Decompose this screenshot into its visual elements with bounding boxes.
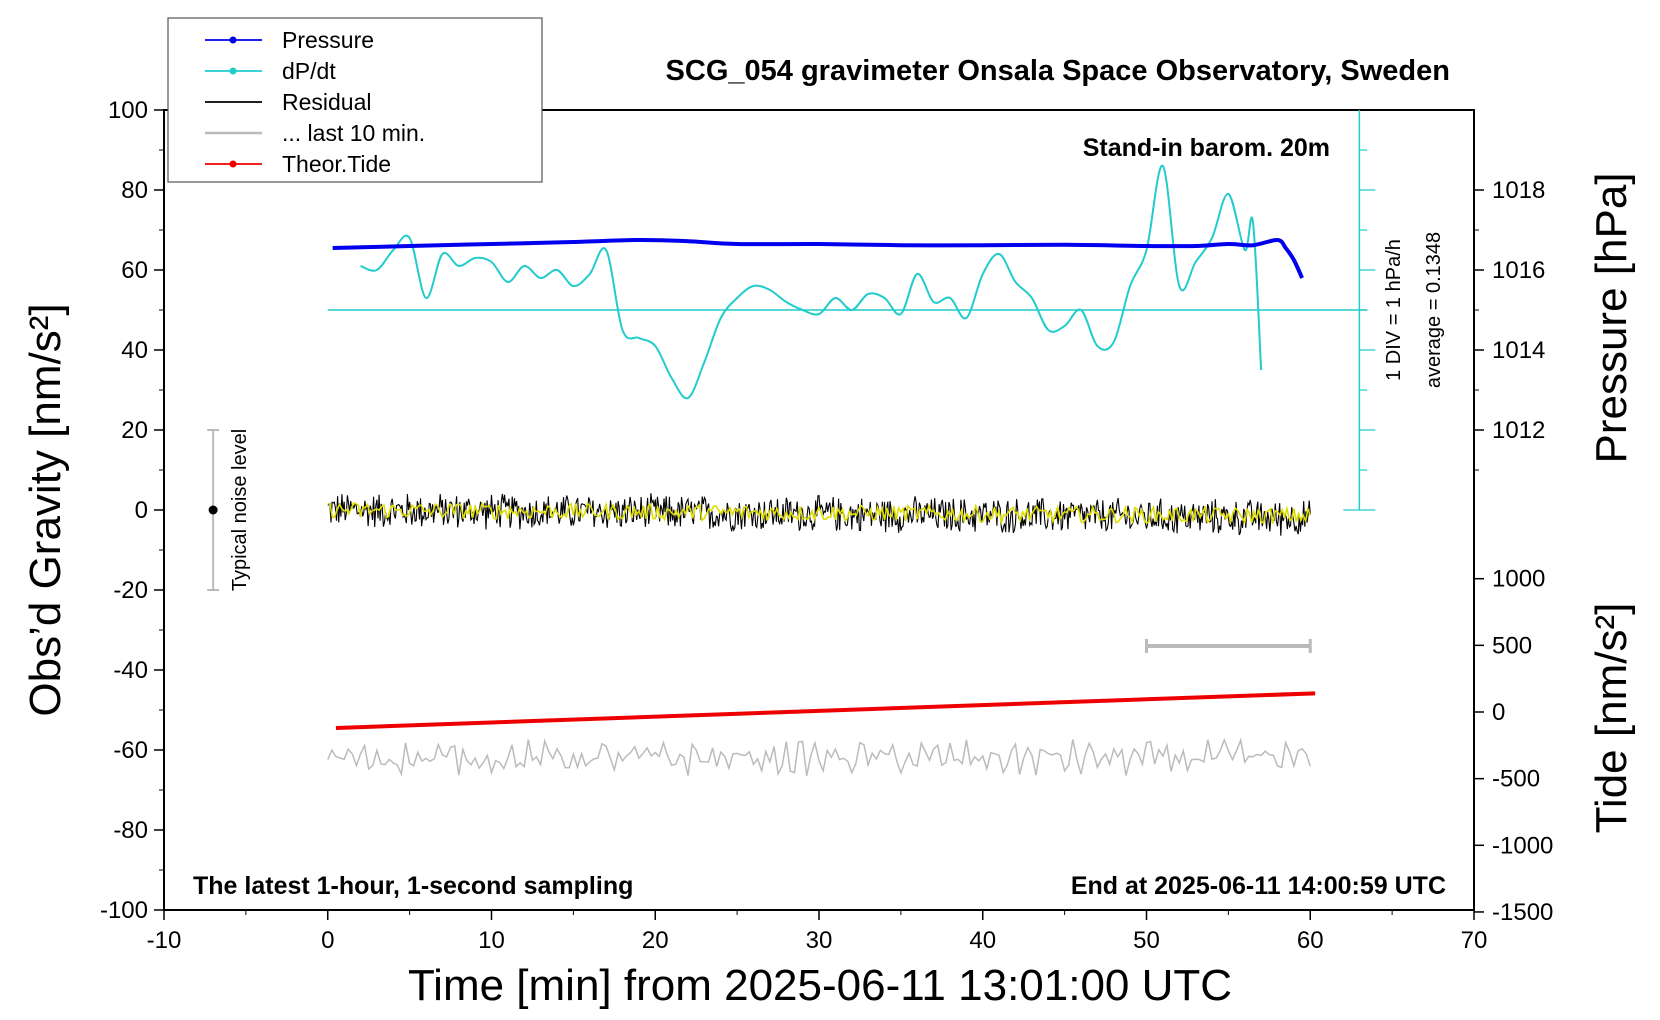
y-tick-label-left: 0 (135, 497, 148, 524)
legend-box (167, 17, 543, 183)
legend-label: Residual (282, 89, 372, 115)
series-pressure (332, 237, 1304, 279)
series-residual (327, 493, 1311, 536)
legend-marker (229, 67, 237, 75)
tide-tick-label: 0 (1492, 699, 1505, 726)
pressure-tick-label: 1018 (1492, 177, 1545, 204)
pressure-tick-label: 1012 (1492, 417, 1545, 444)
x-tick-label: 0 (321, 927, 334, 954)
tide-tick-label: -1500 (1492, 899, 1553, 926)
series-dpdt (360, 164, 1263, 400)
average-note: average = 0.1348 (1423, 232, 1445, 388)
bottom-right-note: End at 2025-06-11 14:00:59 UTC (1071, 872, 1446, 900)
series-residual-smoothed (327, 501, 1312, 526)
y-axis-title-pressure: Pressure [hPa] (1587, 172, 1636, 463)
tide-tick-label: 1000 (1492, 566, 1545, 593)
series-last-10-min (327, 737, 1312, 777)
y-axis-title-tide: Tide [nm/s²] (1587, 603, 1636, 834)
y-tick-label-left: -40 (113, 657, 148, 684)
x-tick-label: 20 (642, 927, 669, 954)
legend-label: dP/dt (282, 58, 336, 84)
y-tick-label-left: 40 (121, 337, 148, 364)
pressure-tick-label: 1014 (1492, 337, 1545, 364)
x-axis-title: Time [min] from 2025-06-11 13:01:00 UTC (408, 961, 1232, 1010)
x-tick-label: 30 (806, 927, 833, 954)
x-tick-label: 70 (1461, 927, 1488, 954)
barometer-note: Stand-in barom. 20m (1083, 134, 1330, 162)
series-layer (327, 164, 1316, 777)
axes-layer: -10 0 10 20 30 40 50 60 70100806040200-20-40-60-… (100, 97, 1553, 954)
legend-marker (229, 36, 237, 44)
legend: Pressure dP/dt Residual ... last 10 min. The… (167, 17, 543, 183)
tide-tick-label: 500 (1492, 632, 1532, 659)
x-tick-label: -10 (147, 927, 182, 954)
noise-bar-center (208, 505, 218, 515)
pressure-tick-label: 1016 (1492, 257, 1545, 284)
y-axis-title-left: Obs’d Gravity [nm/s²] (21, 303, 70, 716)
legend-marker (229, 160, 237, 168)
y-tick-label-left: -60 (113, 737, 148, 764)
plot-frame (163, 109, 1475, 911)
legend-label: ... last 10 min. (282, 120, 425, 146)
y-tick-label-left: 20 (121, 417, 148, 444)
x-tick-label: 60 (1297, 927, 1324, 954)
y-tick-label-left: 60 (121, 257, 148, 284)
chart-title: SCG_054 gravimeter Onsala Space Observat… (666, 55, 1450, 87)
y-tick-label-left: -80 (113, 817, 148, 844)
y-tick-label-left: -20 (113, 577, 148, 604)
x-tick-label: 50 (1133, 927, 1160, 954)
y-tick-label-left: 80 (121, 177, 148, 204)
x-tick-label: 10 (478, 927, 505, 954)
legend-label: Theor.Tide (282, 151, 391, 177)
tide-tick-label: -1000 (1492, 832, 1553, 859)
scale-note: 1 DIV = 1 hPa/h (1383, 239, 1405, 381)
y-tick-label-left: -100 (100, 897, 148, 924)
tide-tick-label: -500 (1492, 766, 1540, 793)
y-tick-label-left: 100 (108, 97, 148, 124)
noise-note: Typical noise level (229, 429, 251, 591)
legend-label: Pressure (282, 27, 374, 53)
series-theor-tide (335, 691, 1316, 730)
bottom-left-note: The latest 1-hour, 1-second sampling (193, 872, 633, 900)
x-tick-label: 40 (969, 927, 996, 954)
